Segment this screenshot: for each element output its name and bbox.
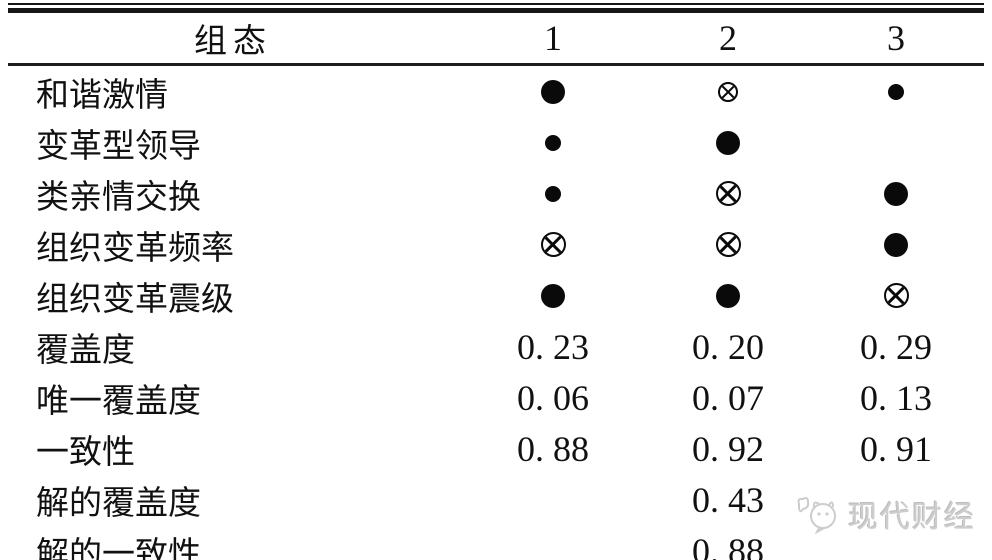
condition-symbol-icon [716, 130, 740, 155]
row-label: 解的一致性 [36, 536, 201, 560]
condition-symbol-icon [541, 79, 565, 104]
metric-value: 0. 13 [860, 377, 932, 418]
metric-row: 覆盖度 0. 23 0. 20 0. 29 [8, 321, 984, 372]
header-column-3: 3 [887, 18, 905, 58]
condition-symbol-icon [883, 283, 909, 308]
journal-logo-icon [797, 497, 836, 534]
metric-row: 解的一致性 0. 88 [8, 525, 984, 560]
metric-row: 唯一覆盖度 0. 06 0. 07 0. 13 [8, 372, 984, 423]
condition-row: 组织变革震级 [8, 270, 984, 321]
top-rule-thick [8, 8, 984, 13]
condition-symbol-icon [716, 283, 740, 308]
condition-symbol-icon [541, 283, 565, 308]
metric-value: 0. 88 [692, 530, 764, 560]
metric-row: 解的覆盖度 0. 43 [8, 474, 984, 525]
row-label: 类亲情交换 [36, 179, 201, 216]
row-label: 覆盖度 [36, 332, 135, 369]
journal-watermark-text: 现代财经 [848, 501, 976, 534]
row-label: 变革型领导 [36, 128, 201, 165]
metric-value: 0. 23 [517, 326, 589, 367]
condition-symbol-icon [540, 232, 566, 257]
qca-configuration-table: 组态 1 2 3 和谐激情 变革型领导 类亲情交换 [8, 13, 984, 560]
header-row: 组态 1 2 3 [8, 13, 984, 65]
condition-row: 类亲情交换 [8, 168, 984, 219]
row-label: 组织变革频率 [36, 230, 234, 267]
metric-value [458, 525, 648, 560]
row-label: 组织变革震级 [36, 281, 234, 318]
top-rule-thin [8, 3, 984, 5]
condition-symbol-icon [718, 81, 738, 102]
journal-watermark: 现代财经 [795, 492, 976, 536]
metric-value: 0. 43 [692, 479, 764, 520]
metric-value: 0. 20 [692, 326, 764, 367]
metric-row: 一致性 0. 88 0. 92 0. 91 [8, 423, 984, 474]
metric-value: 0. 29 [860, 326, 932, 367]
condition-symbol-icon [884, 232, 908, 257]
header-column-1: 1 [544, 18, 562, 58]
condition-row: 组织变革频率 [8, 219, 984, 270]
header-column-2: 2 [719, 18, 737, 58]
metric-value: 0. 88 [517, 428, 589, 469]
condition-symbol-icon [545, 185, 561, 202]
metric-value: 0. 92 [692, 428, 764, 469]
metric-value: 0. 07 [692, 377, 764, 418]
row-label: 解的覆盖度 [36, 485, 201, 522]
row-label: 唯一覆盖度 [36, 383, 201, 420]
row-label: 一致性 [36, 434, 135, 471]
condition-row: 变革型领导 [8, 117, 984, 168]
metric-value: 0. 91 [860, 428, 932, 469]
header-config-label: 组态 [194, 24, 272, 60]
condition-symbol-icon [715, 181, 741, 206]
condition-symbol-icon [888, 83, 904, 100]
condition-symbol-icon [545, 134, 561, 151]
condition-symbol-icon [715, 232, 741, 257]
metric-value: 0. 06 [517, 377, 589, 418]
metric-value [458, 474, 648, 525]
condition-row: 和谐激情 [8, 65, 984, 118]
row-label: 和谐激情 [36, 77, 168, 114]
condition-symbol-icon [884, 181, 908, 206]
